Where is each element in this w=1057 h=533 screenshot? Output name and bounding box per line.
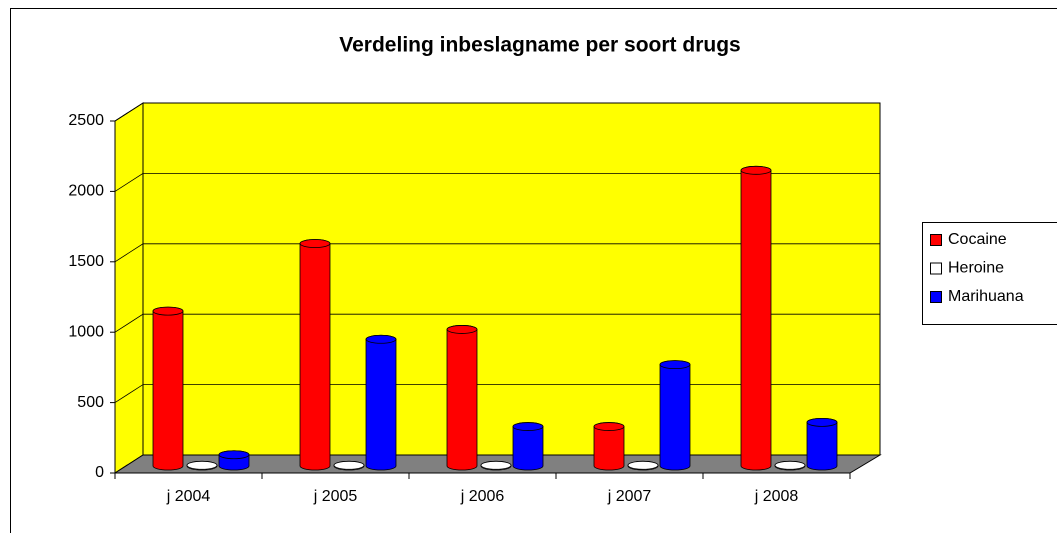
legend-swatch bbox=[930, 234, 942, 246]
bar bbox=[446, 325, 478, 471]
bar-top bbox=[365, 334, 397, 344]
grid-line bbox=[114, 384, 880, 403]
bar-top bbox=[480, 460, 512, 470]
legend-label: Marihuana bbox=[948, 288, 1024, 305]
bar bbox=[365, 334, 397, 471]
bar-top bbox=[299, 239, 331, 248]
legend-swatch bbox=[930, 262, 942, 275]
bar-top bbox=[512, 422, 544, 431]
side-wall bbox=[114, 102, 144, 474]
x-tick-label: j 2005 bbox=[313, 488, 358, 505]
legend-box bbox=[922, 222, 1057, 325]
y-tick-label: 1000 bbox=[68, 323, 104, 340]
bar-top bbox=[333, 460, 365, 470]
x-tick-label: j 2007 bbox=[607, 488, 652, 505]
bar-top bbox=[627, 460, 659, 470]
x-tick-label: j 2006 bbox=[460, 488, 505, 505]
bar-top bbox=[218, 450, 250, 460]
bar-top bbox=[659, 360, 691, 370]
x-tick-label: j 2008 bbox=[754, 488, 799, 505]
grid-line bbox=[114, 313, 880, 333]
legend-label: Cocaine bbox=[948, 231, 1007, 248]
legend-label: Heroine bbox=[948, 260, 1004, 277]
bar bbox=[740, 165, 772, 471]
y-tick-label: 2500 bbox=[68, 112, 104, 129]
y-tick-label: 0 bbox=[95, 464, 104, 481]
bar-top bbox=[152, 306, 184, 316]
bar-top bbox=[186, 460, 218, 470]
y-tick-label: 1500 bbox=[68, 253, 104, 270]
bar-top bbox=[740, 165, 772, 175]
y-tick-label: 2000 bbox=[68, 183, 104, 200]
grid-line bbox=[114, 172, 880, 192]
chart-title: Verdeling inbeslagname per soort drugs bbox=[339, 34, 740, 57]
bar-top bbox=[446, 325, 478, 334]
bar-top bbox=[806, 417, 838, 427]
bar bbox=[299, 239, 331, 471]
bar-top bbox=[593, 422, 625, 431]
bar-top bbox=[774, 460, 806, 470]
bar bbox=[659, 360, 691, 471]
bar bbox=[152, 306, 184, 471]
y-tick-label: 500 bbox=[77, 394, 104, 411]
grid-line bbox=[114, 102, 880, 122]
x-tick-label: j 2004 bbox=[166, 488, 211, 505]
grid-line bbox=[114, 243, 880, 263]
legend-swatch bbox=[930, 291, 942, 303]
